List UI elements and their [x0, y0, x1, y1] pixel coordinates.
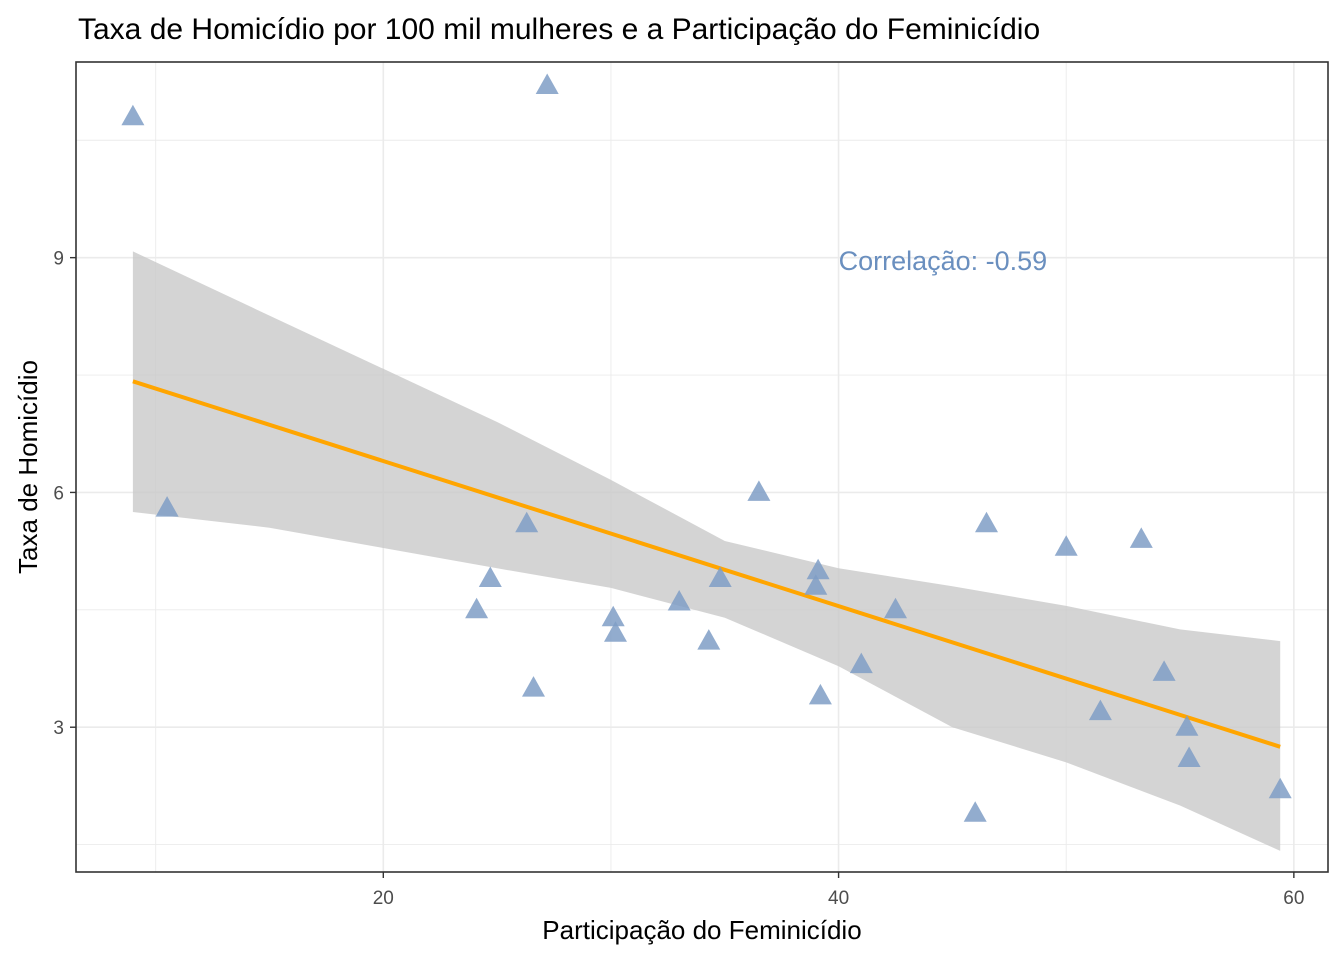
data-point	[708, 566, 732, 587]
data-point	[601, 605, 625, 627]
confidence-band-group	[132, 251, 1281, 851]
panel-border	[75, 61, 1329, 873]
data-point	[155, 496, 179, 517]
correlation-annotation: Correlação: -0.59	[839, 246, 1048, 276]
x-tick-label: 60	[1283, 888, 1304, 909]
data-point	[884, 597, 907, 619]
data-point	[804, 574, 828, 595]
data-point	[522, 676, 545, 697]
x-axis-ticks: 20 40 60	[373, 872, 1304, 909]
x-tick-label: 40	[828, 888, 849, 909]
data-point	[806, 558, 830, 580]
y-tick-label: 3	[53, 718, 64, 739]
x-tick-label: 20	[373, 888, 394, 909]
data-point	[1175, 715, 1199, 736]
data-point	[808, 683, 832, 705]
y-axis-ticks: 3 6 9	[53, 249, 76, 739]
y-tick-label: 9	[53, 249, 64, 270]
y-tick-label: 6	[53, 483, 64, 504]
confidence-band	[132, 251, 1281, 851]
trend-line-group	[132, 379, 1281, 749]
y-axis-title: Taxa de Homicídio	[13, 360, 43, 574]
data-points	[121, 73, 1292, 822]
data-point	[1177, 746, 1201, 767]
data-point	[535, 73, 559, 94]
data-point	[465, 597, 489, 619]
data-point	[963, 801, 987, 822]
data-point	[515, 511, 539, 533]
data-point	[697, 629, 721, 650]
trend-line	[132, 379, 1281, 749]
data-point	[667, 590, 691, 611]
data-point	[121, 104, 145, 126]
data-point	[1268, 777, 1292, 799]
data-point	[747, 480, 771, 501]
data-point	[1088, 699, 1112, 721]
data-point	[1152, 660, 1176, 681]
data-point	[849, 652, 873, 674]
x-axis-title: Participação do Feminicídio	[542, 915, 861, 945]
data-point	[604, 621, 627, 642]
data-point	[478, 566, 502, 587]
chart-title: Taxa de Homicídio por 100 mil mulheres e…	[78, 13, 1040, 46]
data-point	[1054, 535, 1078, 556]
data-point	[1129, 527, 1153, 548]
data-point	[975, 511, 998, 533]
